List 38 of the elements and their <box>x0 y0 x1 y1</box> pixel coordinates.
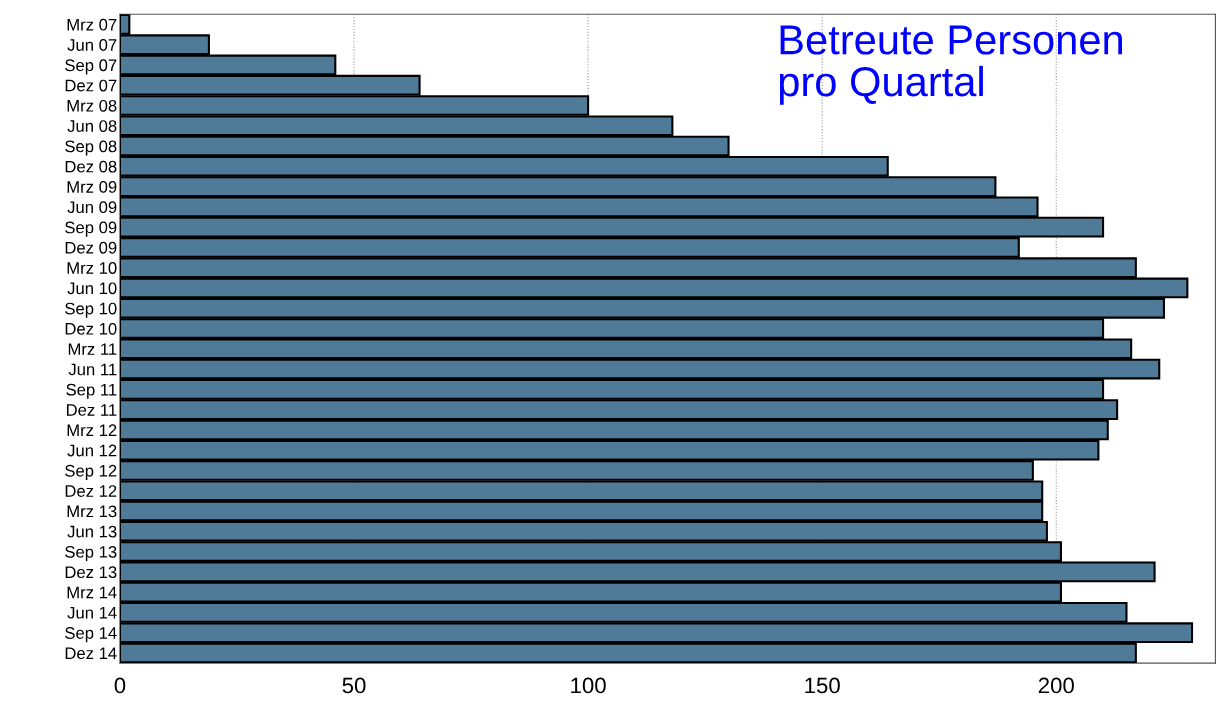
y-tick-label: Sep 08 <box>65 140 117 156</box>
y-tick-label: Dez 13 <box>65 566 117 579</box>
y-tick-label: Jun 11 <box>68 363 117 376</box>
y-tick-label: Dez 11 <box>66 404 117 416</box>
y-tick-label: Dez 07 <box>65 79 117 92</box>
y-tick-label: Jun 12 <box>67 444 117 457</box>
y-tick-label: Dez 12 <box>65 485 117 497</box>
y-tick-label: Dez 08 <box>65 160 117 173</box>
y-tick-label: Mrz 09 <box>67 181 117 193</box>
x-tick-label: 150 <box>805 677 840 694</box>
y-tick-label: Mrz 07 <box>67 18 117 31</box>
y-tick-label: Sep 10 <box>65 302 117 318</box>
x-tick-label: 50 <box>342 677 366 694</box>
y-tick-label: Mrz 12 <box>67 424 117 436</box>
y-tick-label: Jun 10 <box>67 282 117 295</box>
y-tick-label: Jun 07 <box>67 39 117 51</box>
x-tick-label: 0 <box>114 677 126 694</box>
y-tick-label: Sep 13 <box>65 545 117 562</box>
y-tick-label: Mrz 11 <box>68 343 117 355</box>
y-tick-label: Mrz 14 <box>67 586 117 599</box>
y-tick-label: Sep 07 <box>65 59 117 75</box>
y-tick-label: Sep 14 <box>65 627 117 643</box>
y-tick-label: Dez 09 <box>65 241 117 254</box>
y-tick-label: Sep 09 <box>65 221 117 237</box>
x-tick-label: 200 <box>1038 677 1074 694</box>
y-tick-label: Sep 11 <box>66 383 117 399</box>
y-tick-label: Jun 09 <box>67 201 117 214</box>
y-tick-label: Dez 10 <box>65 322 117 335</box>
y-tick-label: Mrz 13 <box>67 505 117 518</box>
y-tick-label: Sep 12 <box>65 464 117 480</box>
y-tick-label: Jun 14 <box>67 606 117 619</box>
x-tick-label: 100 <box>571 677 606 694</box>
y-tick-label: Dez 14 <box>65 647 117 660</box>
text: Betreute Personen pro Quartal <box>779 25 1122 105</box>
y-tick-label: Mrz 10 <box>67 262 117 274</box>
y-tick-label: Jun 13 <box>67 525 117 538</box>
y-tick-label: Mrz 08 <box>67 99 117 112</box>
y-tick-label: Jun 08 <box>67 120 117 132</box>
